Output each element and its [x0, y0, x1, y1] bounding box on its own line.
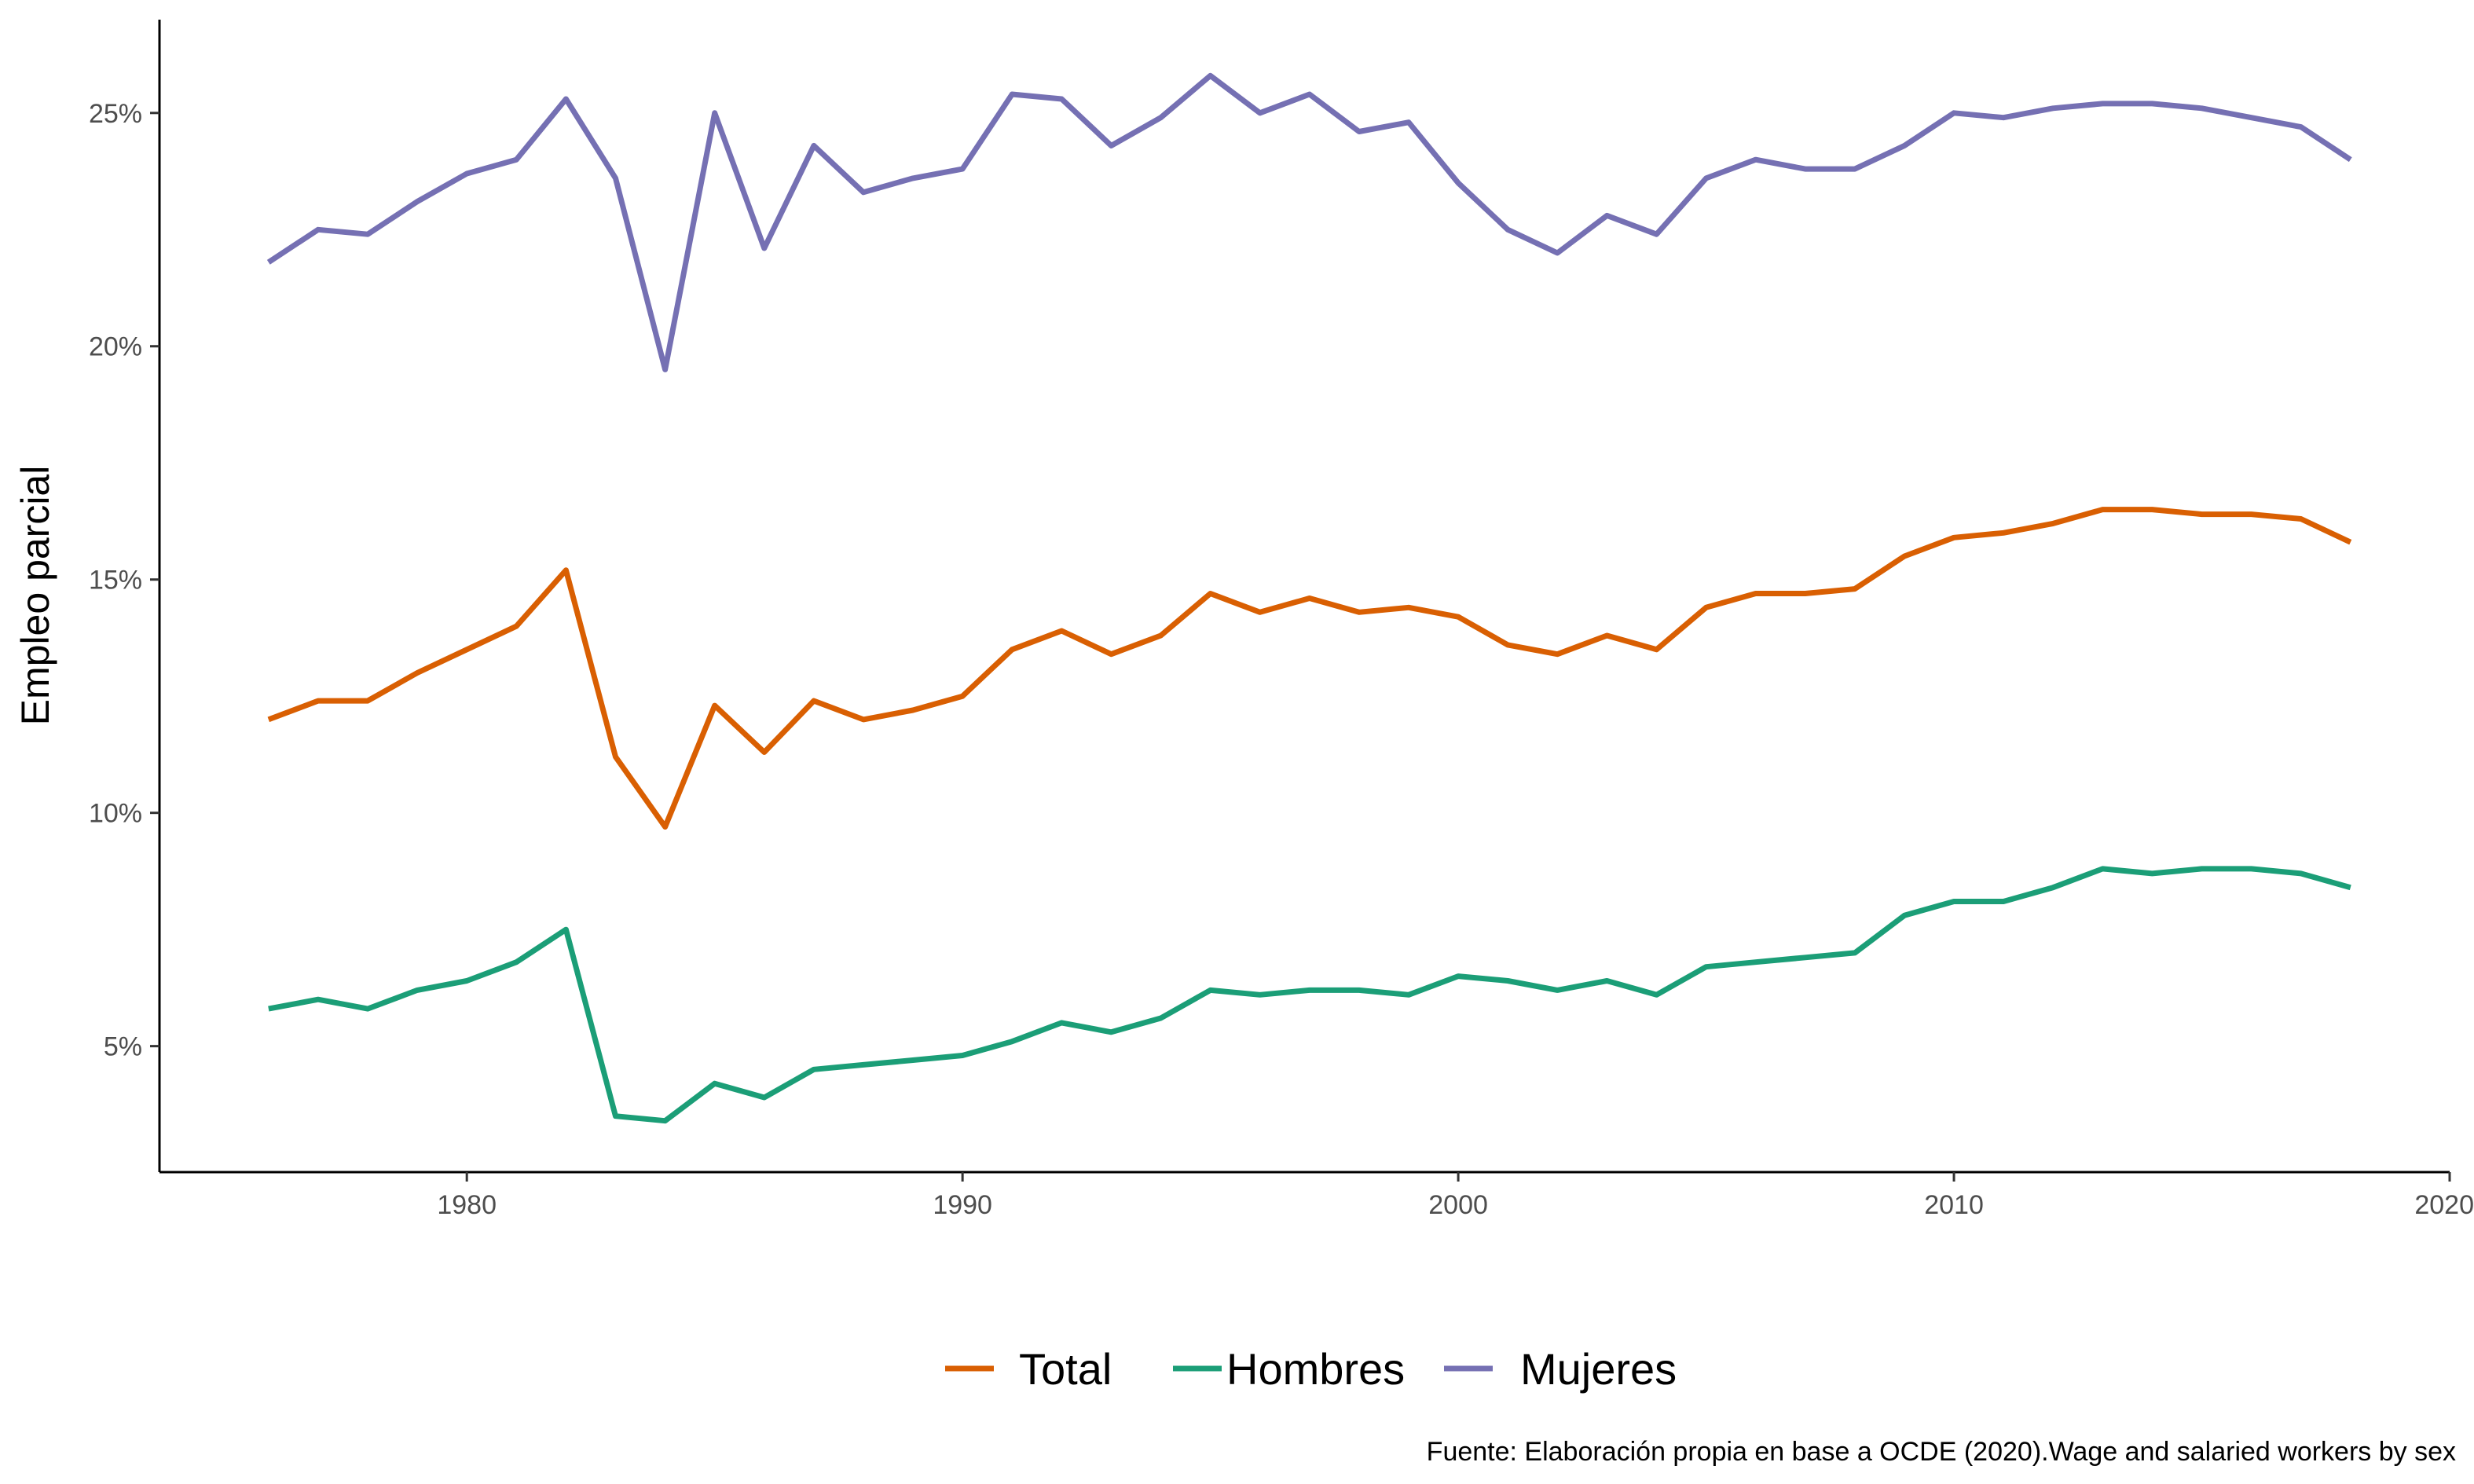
series-line-mujeres [266, 72, 2352, 372]
y-tick-label: 20% [89, 332, 142, 362]
x-tick-label: 2010 [1924, 1190, 1984, 1220]
series-line-hombres [268, 866, 2351, 1124]
x-ticks: 1980 1990 2000 2010 2020 [437, 1172, 2474, 1220]
x-tick-label: 1980 [437, 1190, 497, 1220]
y-tick-label: 5% [104, 1032, 142, 1062]
caption: Fuente: Elaboración propia en base a OCD… [1427, 1437, 2456, 1467]
y-tick-label: 15% [89, 566, 142, 595]
x-tick-label: 1990 [933, 1190, 992, 1220]
y-axis-title: Empleo parcial [13, 466, 57, 726]
legend: Total Hombres Mujeres [945, 1344, 1677, 1394]
series-line-total [267, 507, 2352, 830]
y-tick-label: 10% [89, 799, 142, 829]
legend-label-mujeres: Mujeres [1520, 1344, 1677, 1394]
y-tick-label: 25% [89, 99, 142, 129]
series-lines [266, 72, 2352, 1124]
x-tick-label: 2020 [2414, 1190, 2474, 1220]
x-tick-label: 2000 [1428, 1190, 1488, 1220]
y-ticks: 5% 10% 15% 20% 25% [89, 99, 159, 1062]
legend-label-hombres: Hombres [1226, 1344, 1405, 1394]
legend-label-total: Total [1019, 1344, 1112, 1394]
